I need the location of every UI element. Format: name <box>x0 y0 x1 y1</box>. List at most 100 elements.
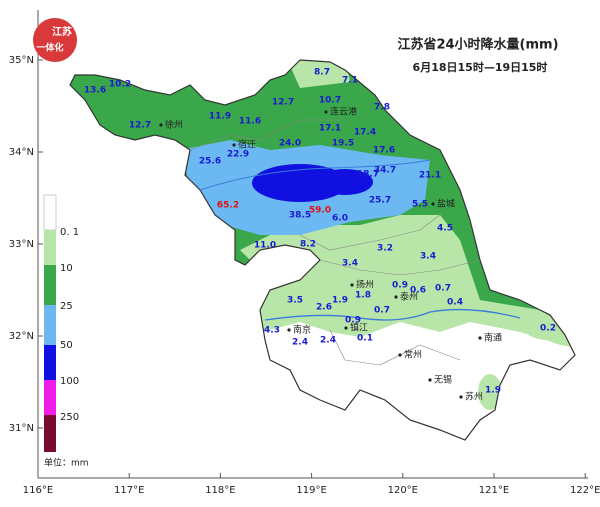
station-value: 1.8 <box>355 291 371 301</box>
station-value: 11.6 <box>239 117 261 127</box>
station-value: 3.4 <box>342 259 358 269</box>
station-value: 0.9 <box>345 316 361 326</box>
station-value: 4.3 <box>264 326 280 336</box>
logo-text: 一体化 <box>36 42 63 54</box>
lon-label: 121°E <box>479 485 509 496</box>
station-value: 2.4 <box>292 338 308 348</box>
legend-unit: 单位：mm <box>44 457 89 469</box>
station-value: 8.7 <box>314 68 330 78</box>
lon-label: 119°E <box>296 485 326 496</box>
station-value: 25.6 <box>199 157 221 167</box>
lon-label: 122°E <box>570 485 600 496</box>
station-value: 10.2 <box>109 80 131 90</box>
station-value: 17.4 <box>354 128 376 138</box>
station-value: 17.1 <box>319 124 341 134</box>
city-dot <box>287 328 291 332</box>
logo <box>33 18 77 62</box>
city-dot <box>394 295 398 299</box>
station-value: 5.5 <box>412 200 428 210</box>
city-dot <box>344 326 348 330</box>
river <box>199 159 431 191</box>
station-value: 17.6 <box>373 146 395 156</box>
city-dot <box>431 202 435 206</box>
city-dot <box>324 110 328 114</box>
city-dot <box>478 336 482 340</box>
subtitle: 6月18日15时—19日15时 <box>413 60 548 74</box>
station-value: 59.0 <box>309 206 331 216</box>
station-value: 4.5 <box>437 224 453 234</box>
lon-label: 117°E <box>114 485 144 496</box>
station-value: 11.9 <box>209 112 231 122</box>
province-border <box>69 59 576 441</box>
station-value: 0.1 <box>357 334 373 344</box>
station-value: 21.1 <box>419 171 441 181</box>
station-value: 2.6 <box>316 303 332 313</box>
city-dot <box>350 283 354 287</box>
station-value: 18.7 <box>357 170 379 180</box>
lat-label: 32°N <box>9 331 34 342</box>
station-value: 12.7 <box>272 98 294 108</box>
legend <box>43 194 57 452</box>
station-value: 19.5 <box>332 139 354 149</box>
station-value: 12.7 <box>129 121 151 131</box>
city-dot <box>398 353 402 357</box>
lon-label: 118°E <box>205 485 235 496</box>
legend-label: 25 <box>60 301 73 312</box>
city-name: 南通 <box>484 332 502 344</box>
station-value: 2.4 <box>320 336 336 346</box>
logo-text: 江苏 <box>52 25 72 38</box>
station-value: 10.7 <box>319 96 341 106</box>
city-dot <box>428 378 432 382</box>
city-name: 苏州 <box>465 391 483 403</box>
legend-label: 10 <box>60 263 73 274</box>
station-value: 7.1 <box>342 76 358 86</box>
station-value: 13.6 <box>84 86 106 96</box>
city-name: 徐州 <box>165 119 183 131</box>
city-name: 连云港 <box>330 106 357 118</box>
city-dot <box>159 123 163 127</box>
station-value: 0.4 <box>447 298 463 308</box>
station-value: 3.5 <box>287 296 303 306</box>
station-value: 22.9 <box>227 150 249 160</box>
city-name: 常州 <box>404 349 422 361</box>
station-value: 25.7 <box>369 196 391 206</box>
city-name: 宿迁 <box>238 139 256 151</box>
city-name: 盐城 <box>437 198 455 210</box>
station-value: 24.0 <box>279 139 301 149</box>
legend-label: 250 <box>60 412 79 423</box>
city-name: 镇江 <box>350 322 368 334</box>
station-value: 7.8 <box>374 103 390 113</box>
city-name: 泰州 <box>400 291 418 303</box>
city-name: 南京 <box>293 324 311 336</box>
legend-label: 100 <box>60 376 79 387</box>
lon-label: 116°E <box>23 485 53 496</box>
city-borders <box>189 119 481 366</box>
station-value: 8.2 <box>300 240 316 250</box>
city-name: 无锡 <box>434 375 452 386</box>
station-value: 1.9 <box>485 386 501 396</box>
station-value: 0.6 <box>410 286 426 296</box>
legend-label: 0. 1 <box>60 227 79 238</box>
title: 江苏省24小时降水量(mm) <box>397 37 558 53</box>
lon-label: 120°E <box>388 485 418 496</box>
lat-label: 33°N <box>9 239 34 250</box>
river <box>264 308 521 321</box>
lat-label: 35°N <box>9 55 34 66</box>
station-value: 11.0 <box>254 241 276 251</box>
station-value: 38.5 <box>289 211 311 221</box>
station-value: 0.2 <box>540 324 556 334</box>
city-dot <box>232 143 236 147</box>
legend-label: 50 <box>60 340 73 351</box>
station-value: 0.7 <box>435 284 451 294</box>
station-value: 34.7 <box>374 166 396 176</box>
city-name: 扬州 <box>356 279 374 291</box>
station-value: 3.4 <box>420 252 436 262</box>
station-value: 3.2 <box>377 244 393 254</box>
station-value: 65.2 <box>217 201 239 211</box>
lat-label: 31°N <box>9 423 34 434</box>
city-dot <box>459 395 463 399</box>
station-value: 0.9 <box>392 281 408 291</box>
station-value: 1.9 <box>332 296 348 306</box>
